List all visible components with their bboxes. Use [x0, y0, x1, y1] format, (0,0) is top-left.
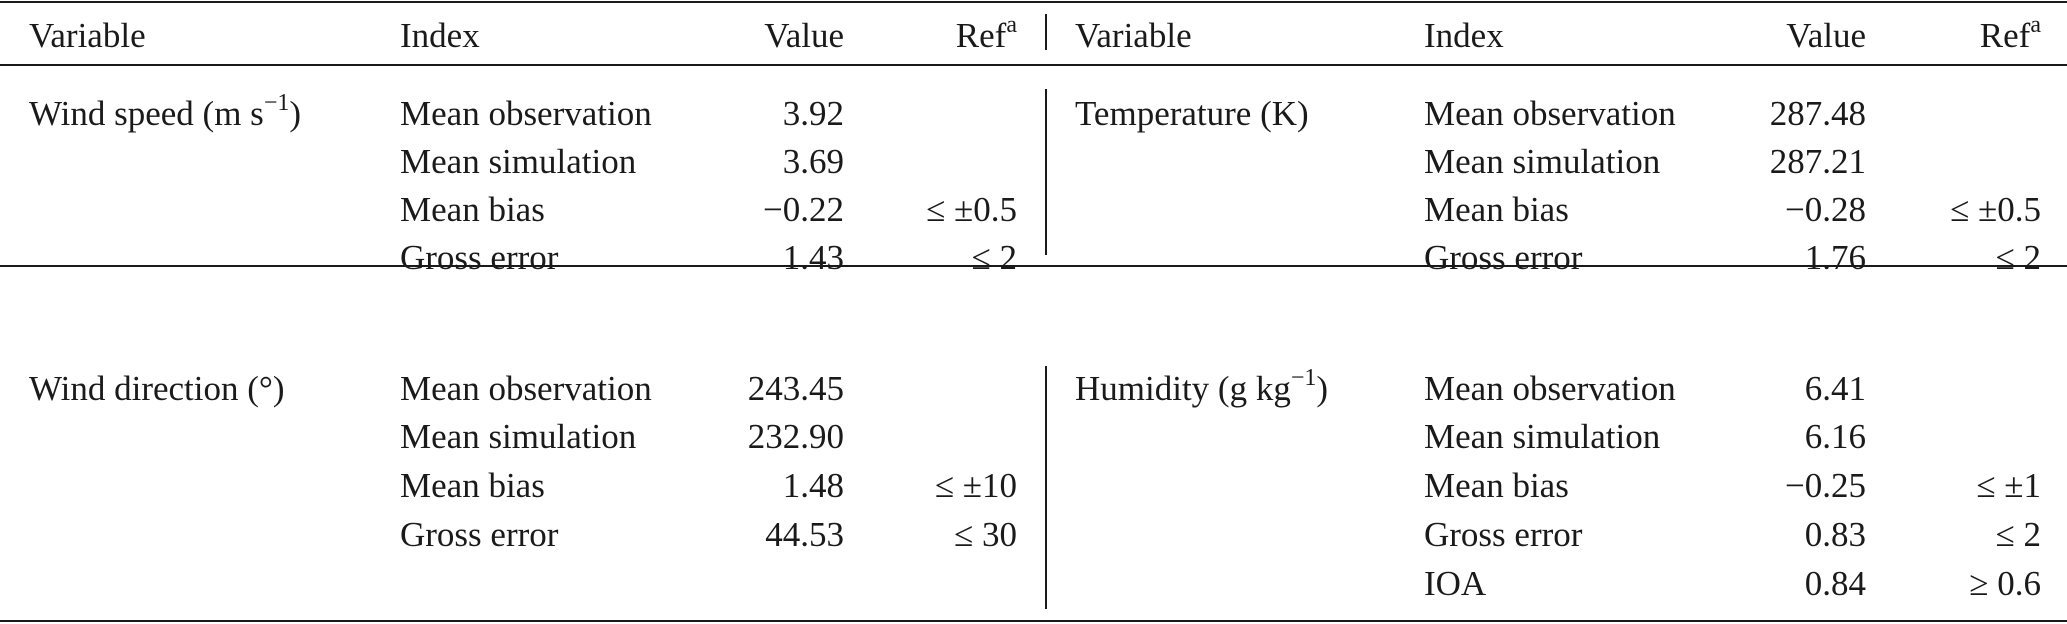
index-cell: Gross error — [400, 515, 559, 554]
upper-separator — [1045, 89, 1047, 255]
mid-rule — [0, 265, 2067, 267]
variable-name: Humidity (g kg — [1075, 369, 1291, 408]
value-cell: −0.28 — [1785, 190, 1866, 229]
index-cell: Mean observation — [400, 369, 652, 408]
index-cell: Mean bias — [1424, 190, 1569, 229]
ref-cell: ≥ 0.6 — [1969, 564, 2041, 603]
value-cell: 44.53 — [765, 515, 844, 554]
index-cell: Mean simulation — [1424, 417, 1661, 456]
value-cell: 6.16 — [1804, 417, 1866, 456]
variable-unit-exponent: −1 — [263, 90, 290, 117]
value-cell: 0.83 — [1804, 515, 1866, 554]
header-ref-right: Refa — [1979, 13, 2041, 56]
value-cell: 3.92 — [782, 94, 844, 133]
value-cell: 287.48 — [1769, 94, 1866, 133]
value-cell: 1.48 — [782, 466, 844, 505]
index-cell: IOA — [1424, 564, 1487, 603]
ref-cell: ≤ 30 — [954, 515, 1017, 554]
header-index-left: Index — [400, 16, 480, 56]
header-ref-label: Ref — [955, 16, 1007, 55]
index-cell: Mean observation — [1424, 94, 1676, 133]
ref-cell: ≤ 2 — [1995, 515, 2041, 554]
header-variable-left: Variable — [29, 16, 146, 56]
header-separator — [1045, 14, 1047, 50]
variable-humidity: Humidity (g kg−1) — [1075, 366, 1329, 409]
value-cell: −0.22 — [763, 190, 844, 229]
variable-temperature: Temperature (K) — [1075, 94, 1309, 133]
value-cell: 6.41 — [1804, 369, 1866, 408]
header-ref-label: Ref — [1979, 16, 2031, 55]
ref-cell: ≤ ±1 — [1976, 466, 2041, 505]
index-cell: Mean simulation — [400, 417, 637, 456]
ref-cell: ≤ 2 — [1995, 238, 2041, 277]
variable-name: Wind speed (m s — [29, 94, 264, 133]
value-cell: 287.21 — [1769, 142, 1866, 181]
top-rule — [0, 1, 2067, 3]
value-cell: 3.69 — [782, 142, 844, 181]
header-index-label: Index — [400, 16, 480, 55]
index-cell: Mean bias — [1424, 466, 1569, 505]
index-cell: Gross error — [1424, 238, 1583, 277]
index-cell: Gross error — [400, 238, 559, 277]
header-rule — [0, 64, 2067, 66]
index-cell: Mean bias — [400, 190, 545, 229]
value-cell: 1.43 — [782, 238, 844, 277]
index-cell: Mean bias — [400, 466, 545, 505]
header-value-label: Value — [764, 16, 844, 55]
value-cell: 232.90 — [747, 417, 844, 456]
header-index-label: Index — [1424, 16, 1504, 55]
bottom-rule — [0, 620, 2067, 622]
value-cell: 243.45 — [747, 369, 844, 408]
header-ref-footnote: a — [1006, 12, 1017, 39]
index-cell: Mean simulation — [1424, 142, 1661, 181]
variable-name-tail: ) — [289, 94, 302, 133]
variable-wind-direction: Wind direction (°) — [29, 369, 285, 408]
variable-unit-exponent: −1 — [1290, 365, 1317, 392]
ref-cell: ≤ 2 — [971, 238, 1017, 277]
ref-cell: ≤ ±0.5 — [1950, 190, 2041, 229]
header-ref-left: Refa — [955, 13, 1017, 56]
lower-separator — [1045, 366, 1047, 609]
ref-cell: ≤ ±0.5 — [926, 190, 1017, 229]
value-cell: 1.76 — [1804, 238, 1866, 277]
value-cell: 0.84 — [1804, 564, 1866, 603]
header-value-left: Value — [764, 16, 844, 56]
index-cell: Mean simulation — [400, 142, 637, 181]
header-value-label: Value — [1786, 16, 1866, 55]
index-cell: Mean observation — [1424, 369, 1676, 408]
header-ref-footnote: a — [2030, 12, 2041, 39]
header-variable-label: Variable — [1075, 16, 1192, 55]
header-variable-label: Variable — [29, 16, 146, 55]
variable-name-tail: ) — [1316, 369, 1329, 408]
variable-wind-speed: Wind speed (m s−1) — [29, 91, 302, 134]
index-cell: Mean observation — [400, 94, 652, 133]
value-cell: −0.25 — [1785, 466, 1866, 505]
header-value-right: Value — [1786, 16, 1866, 56]
index-cell: Gross error — [1424, 515, 1583, 554]
header-index-right: Index — [1424, 16, 1504, 56]
header-variable-right: Variable — [1075, 16, 1192, 56]
ref-cell: ≤ ±10 — [934, 466, 1017, 505]
